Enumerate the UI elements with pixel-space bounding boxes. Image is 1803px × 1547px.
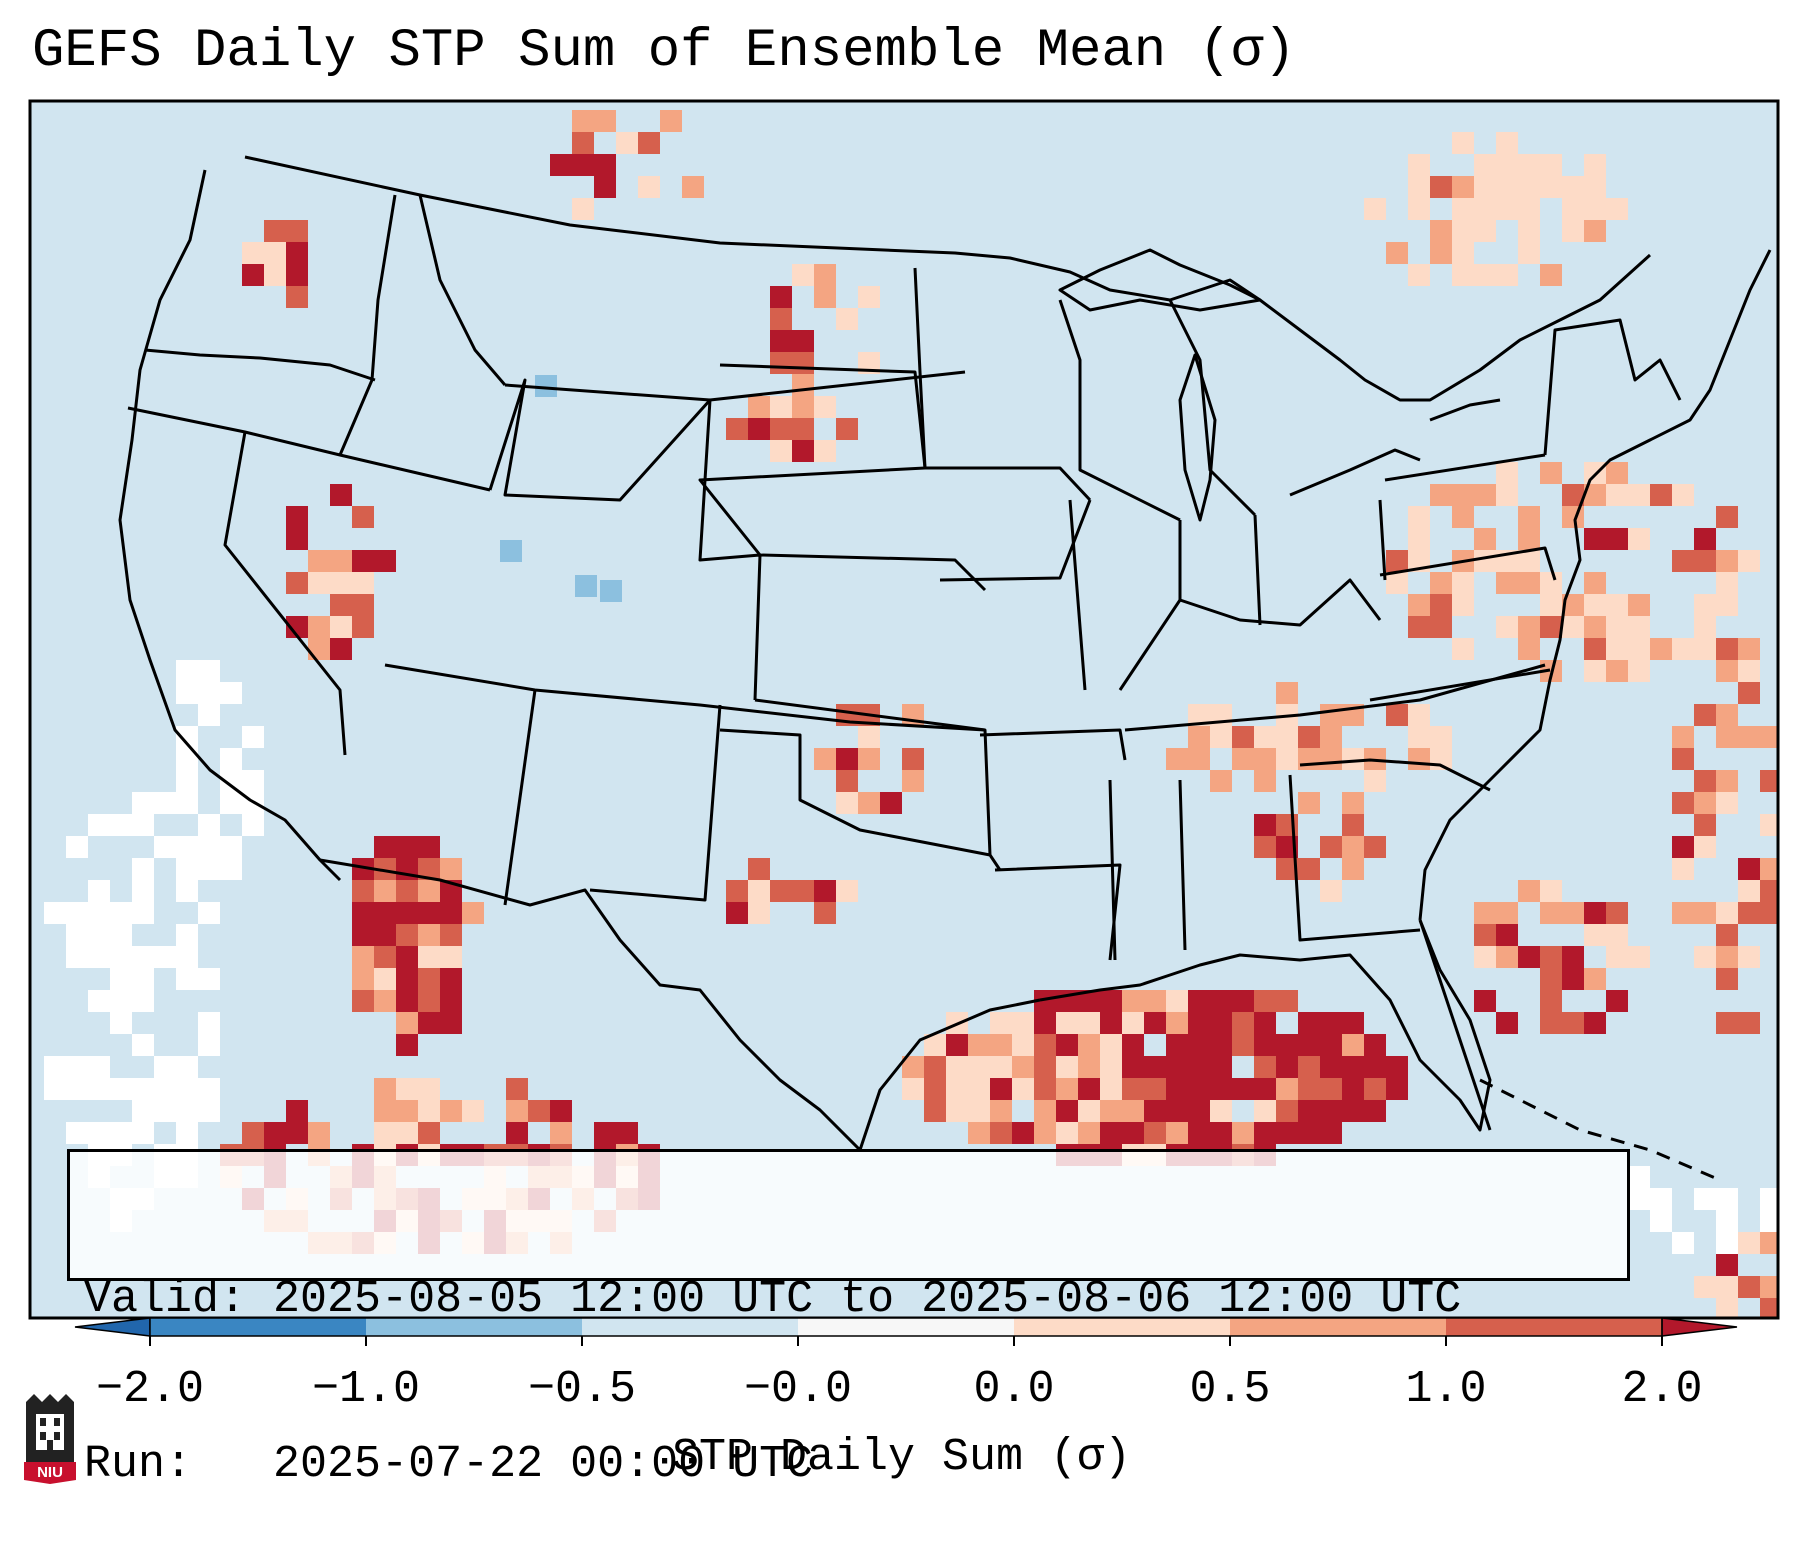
valid-label: Valid: (84, 1274, 247, 1325)
ut-az (384, 663, 986, 732)
colorbar-ticks: −2.0 −1.0 −0.5 −0.0 0.0 0.5 1.0 2.0 (0, 1364, 1803, 1424)
colorbar-extend-high (1661, 1317, 1738, 1337)
colorbar-label: STP Daily Sum (σ) (671, 1432, 1132, 1483)
map-figure (28, 99, 1780, 1346)
niu-logo (24, 1394, 76, 1484)
id-west (338, 194, 397, 456)
nv-ca (223, 431, 347, 756)
state-borders (118, 155, 1772, 1182)
wi-mi (1058, 299, 1257, 522)
lake-erie-ontario (1289, 398, 1501, 497)
pa-ny (1379, 453, 1557, 581)
ky-oh (1118, 578, 1382, 691)
colorbar-tick: −0.5 (527, 1364, 637, 1415)
east-coast (1418, 249, 1772, 921)
chart-title: GEFS Daily STP Sum of Ensemble Mean (σ) (32, 21, 1296, 82)
west-coast (118, 169, 342, 882)
lake-superior (1058, 248, 1262, 312)
ks-ok (754, 698, 992, 856)
run-row: Run: 2025-07-22 00:00 UTC (84, 1437, 1613, 1492)
colorbar-tick: 1.0 (1405, 1364, 1487, 1415)
ms-al (1108, 779, 1187, 961)
colorbar-segment (1230, 1318, 1446, 1336)
lake-michigan (1178, 353, 1217, 522)
cuba (1479, 1078, 1721, 1182)
colorbar-tick: 0.5 (1189, 1364, 1271, 1415)
valid-value: 2025-08-05 12:00 UTC to 2025-08-06 12:00… (273, 1274, 1462, 1325)
mn-ia (913, 267, 1092, 502)
niu-logo-text: NIU (37, 1464, 63, 1481)
colorbar-segment (1014, 1318, 1230, 1336)
florida (1418, 919, 1492, 1131)
colorbar-tick: −0.0 (743, 1364, 853, 1415)
colorbar-segment (366, 1318, 582, 1336)
colorbar-segment (582, 1318, 798, 1336)
gulf-coast (1039, 919, 1492, 1132)
colorbar-tick: 0.0 (973, 1364, 1055, 1415)
ia-mo (939, 499, 1092, 582)
va-nc (1369, 668, 1551, 702)
ut-wy-co (488, 378, 762, 701)
colorbar-segment (150, 1318, 366, 1336)
colorbar-tick: −1.0 (311, 1364, 421, 1415)
colorbar (74, 1317, 1738, 1346)
nm-tx (589, 704, 722, 902)
valid-row: Valid: 2025-08-05 12:00 UTC to 2025-08-0… (84, 1272, 1613, 1327)
wa-or (144, 348, 376, 382)
colorbar-tick: 2.0 (1621, 1364, 1703, 1415)
tx-ok (719, 728, 1002, 871)
colorbar-segment (798, 1318, 1014, 1336)
colorbar-segment (1446, 1318, 1662, 1336)
id-mt (418, 194, 507, 386)
colorbar-frame (149, 1317, 1663, 1337)
or-ca-nv (127, 406, 491, 492)
mo-ar (979, 728, 1127, 761)
mexico-border (319, 858, 1041, 1152)
il-in-oh (1068, 499, 1387, 691)
run-value: 2025-07-22 00:00 UTC (273, 1439, 814, 1490)
colorbar-tick: −2.0 (95, 1364, 205, 1415)
nd-sd-ne (698, 363, 987, 592)
az-nm (503, 689, 537, 906)
new-england (1543, 318, 1682, 456)
info-box: Valid: 2025-08-05 12:00 UTC to 2025-08-0… (67, 1149, 1630, 1490)
nc-sc-ga (1288, 758, 1491, 942)
run-label: Run: (84, 1439, 193, 1490)
